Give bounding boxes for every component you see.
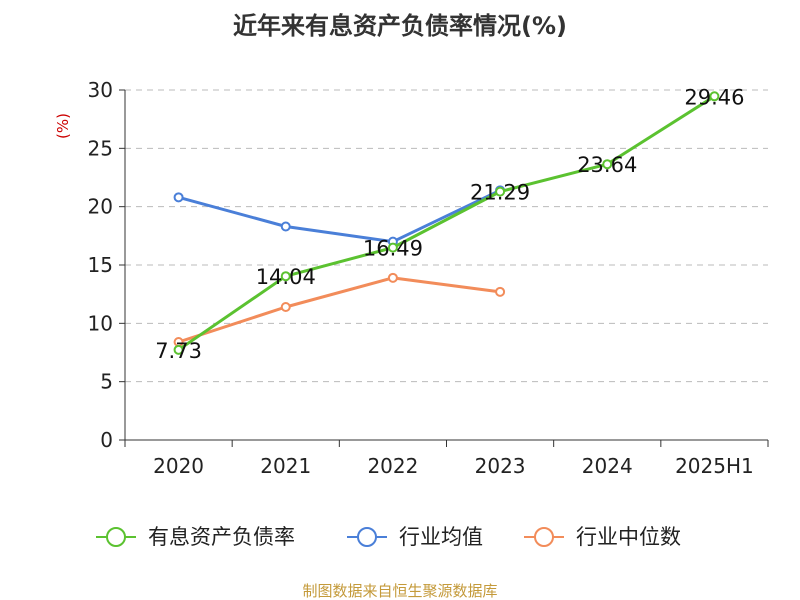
data-point[interactable] xyxy=(280,302,291,312)
data-labels: 7.73 14.04 16.49 21.29 23.64 29.46 xyxy=(155,85,744,363)
data-point[interactable] xyxy=(709,91,720,102)
y-tick-label: 15 xyxy=(88,253,113,277)
x-tick-label: 2020 xyxy=(153,454,204,478)
data-label: 16.49 xyxy=(363,237,423,261)
legend-item-interest-bearing-ratio[interactable]: 有息资产负债率 xyxy=(96,525,295,549)
y-tick-label: 25 xyxy=(88,136,113,160)
data-point[interactable] xyxy=(495,186,506,197)
data-point[interactable] xyxy=(173,344,184,355)
series-line-2 xyxy=(178,276,501,344)
y-tick-label: 5 xyxy=(100,370,113,394)
series-line-0 xyxy=(177,95,716,352)
y-tick-label: 10 xyxy=(88,311,113,335)
data-point[interactable] xyxy=(173,192,184,203)
series-line-1 xyxy=(178,188,501,244)
legend-marker xyxy=(357,527,377,547)
legend-item-industry-median[interactable]: 行业中位数 xyxy=(524,525,681,549)
data-point[interactable] xyxy=(387,242,398,253)
data-label: 23.64 xyxy=(577,153,637,177)
legend-item-industry-mean[interactable]: 行业均值 xyxy=(347,525,483,549)
axes: 0 5 10 15 20 25 30 2020 2021 2022 2023 2024 2025H1 xyxy=(88,78,769,478)
legend-marker xyxy=(106,527,126,547)
y-tick-label: 20 xyxy=(88,195,113,219)
data-point[interactable] xyxy=(280,221,291,232)
data-point[interactable] xyxy=(280,271,291,282)
gridlines xyxy=(125,89,768,383)
x-tick-label: 2025H1 xyxy=(675,454,754,478)
legend-marker xyxy=(534,527,554,547)
data-label: 7.73 xyxy=(155,339,202,363)
x-tick-label: 2021 xyxy=(260,454,311,478)
y-tick-label: 30 xyxy=(88,78,113,102)
source-note: 制图数据来自恒生聚源数据库 xyxy=(302,582,497,600)
legend: 有息资产负债率 行业均值 行业中位数 xyxy=(96,525,681,549)
legend-label: 行业均值 xyxy=(399,525,483,549)
legend-label: 有息资产负债率 xyxy=(148,525,295,549)
x-tick-label: 2023 xyxy=(475,454,526,478)
data-point[interactable] xyxy=(387,272,398,283)
series-lines xyxy=(173,91,720,355)
y-tick-label: 0 xyxy=(100,428,113,452)
data-point[interactable] xyxy=(602,159,613,170)
y-axis-unit-label: (%) xyxy=(54,113,72,139)
data-label: 14.04 xyxy=(256,265,316,289)
data-point[interactable] xyxy=(495,286,506,297)
x-tick-label: 2022 xyxy=(367,454,418,478)
legend-label: 行业中位数 xyxy=(576,525,681,549)
data-label: 21.29 xyxy=(470,181,530,205)
chart-title: 近年来有息资产负债率情况(%) xyxy=(233,12,567,40)
data-label: 29.46 xyxy=(684,85,744,109)
x-tick-label: 2024 xyxy=(582,454,633,478)
